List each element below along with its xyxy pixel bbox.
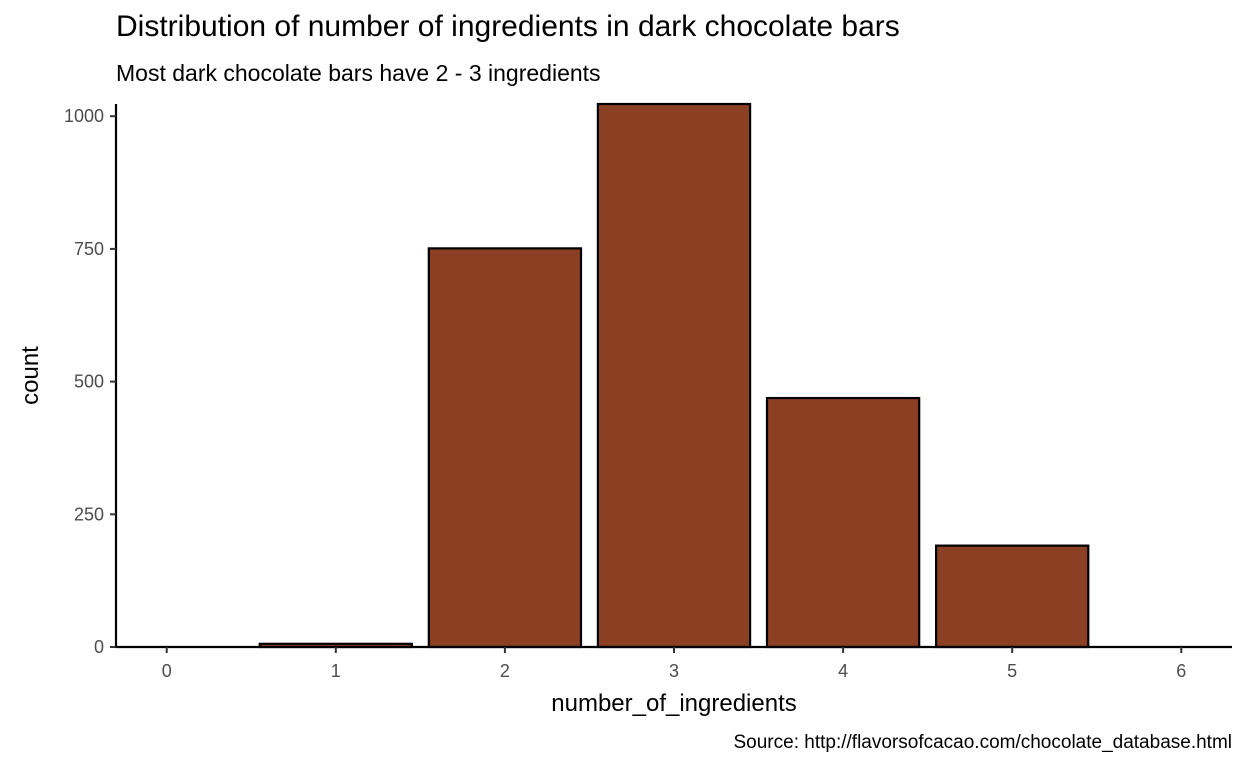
chart-subtitle: Most dark chocolate bars have 2 - 3 ingr… — [116, 60, 601, 86]
x-tick-label: 5 — [1007, 661, 1017, 681]
bar-5 — [934, 544, 1090, 649]
bar-2 — [427, 247, 583, 649]
x-tick-label: 2 — [500, 661, 510, 681]
chart-title: Distribution of number of ingredients in… — [116, 10, 900, 43]
x-tick-label: 6 — [1176, 661, 1186, 681]
y-tick-label: 500 — [74, 372, 104, 392]
y-tick-label: 1000 — [64, 106, 104, 126]
bar-3 — [596, 102, 752, 649]
bars-group — [258, 102, 1090, 649]
x-tick-label: 1 — [331, 661, 341, 681]
y-tick-label: 250 — [74, 504, 104, 524]
axes-group: 0 250 500 750 1000 0 1 2 3 4 5 6 — [64, 104, 1232, 681]
x-tick-label: 3 — [669, 661, 679, 681]
chart-caption: Source: http://flavorsofcacao.com/chocol… — [733, 732, 1233, 753]
bar-4 — [765, 396, 921, 649]
x-tick-label: 4 — [838, 661, 848, 681]
y-axis-title: count — [17, 346, 44, 405]
x-axis-title: number_of_ingredients — [551, 690, 797, 717]
y-tick-label: 750 — [74, 239, 104, 259]
y-tick-label: 0 — [94, 637, 104, 657]
x-tick-label: 0 — [162, 661, 172, 681]
